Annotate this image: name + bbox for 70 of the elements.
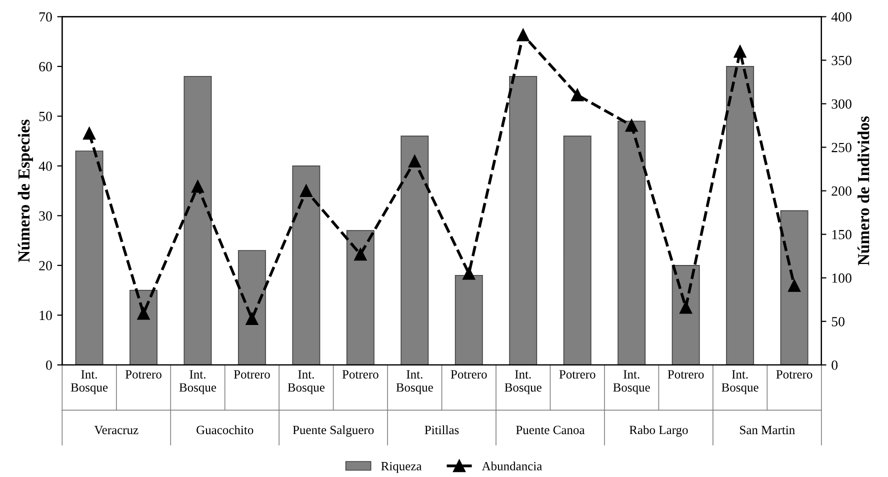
text: Veracruz [94,426,138,434]
y-tick-label: 60 [39,62,52,72]
x-tick-label: Int. Bosque [613,370,650,394]
y2-tick-label: 400 [831,12,852,22]
bar [618,120,646,365]
bar [400,136,429,365]
bar [780,210,808,365]
text: Puente Salguero [292,425,374,437]
point [83,127,96,140]
y2-tick-label: 250 [832,142,852,152]
bar [184,76,212,365]
bar [672,264,700,365]
point [625,119,638,132]
x-tick-label: Int. Bosque [70,370,108,394]
point [571,88,584,102]
y-axis-title: Número de Especies [18,120,33,262]
text: Puente Canoa [516,426,585,434]
bar [75,150,104,365]
point [462,267,476,280]
bar [509,76,538,365]
bar [238,250,266,365]
y2-tick-label: 200 [832,186,852,196]
bar [726,66,754,365]
text: Guacochito [196,425,254,434]
y2-axis-title: Número de Individos [857,116,870,266]
bar [130,290,158,365]
x-tick-label: Potrero [559,370,596,379]
x-tick-label: Potrero [450,370,487,379]
y-tick-label: 50 [39,112,52,122]
point [680,301,692,314]
x-tick-label: Potrero [342,370,378,379]
bar [346,230,374,365]
point [408,154,421,168]
y-tick-label: 20 [39,261,52,270]
y2-tick-label: 150 [832,230,852,240]
text: Pitillas [424,425,459,434]
x-tick-label: Potrero [125,370,162,379]
point [516,28,530,42]
y2-tick-label: 50 [832,316,844,326]
point [788,279,801,292]
x-tick-label: Potrero [776,370,812,379]
y-tick-label: 70 [39,12,52,22]
y2-tick-label: 100 [832,273,852,283]
bar [454,274,483,365]
legend-label: Riqueza [381,462,422,473]
y-tick-label: 30 [39,211,52,221]
x-tick-label: Int. Bosque [722,370,758,394]
x-tick-label: Potrero [234,370,270,379]
point [300,184,312,198]
x-tick-label: Int. Bosque [288,370,325,394]
y2-tick-label: 300 [832,99,852,109]
x-tick-label: Int. Bosque [504,370,542,394]
point [354,248,367,261]
x-tick-label: Int. Bosque [396,370,433,394]
legend-label: Abundancia [482,462,542,470]
point [137,307,150,320]
y-tick-label: 10 [40,310,52,320]
y2-tick-label: 0 [832,360,838,370]
y2-tick-label: 350 [832,56,852,66]
point [246,312,258,326]
x-tick-label: Potrero [668,370,704,379]
point [734,45,746,58]
bar [292,166,320,365]
text: Rabo Largo [629,425,688,437]
y-tick-label: 0 [46,360,52,370]
text: San Martin [740,426,795,434]
bar [563,136,592,365]
y-tick-label: 40 [38,162,52,171]
point [191,180,204,193]
x-tick-label: Int. Bosque [179,370,216,394]
